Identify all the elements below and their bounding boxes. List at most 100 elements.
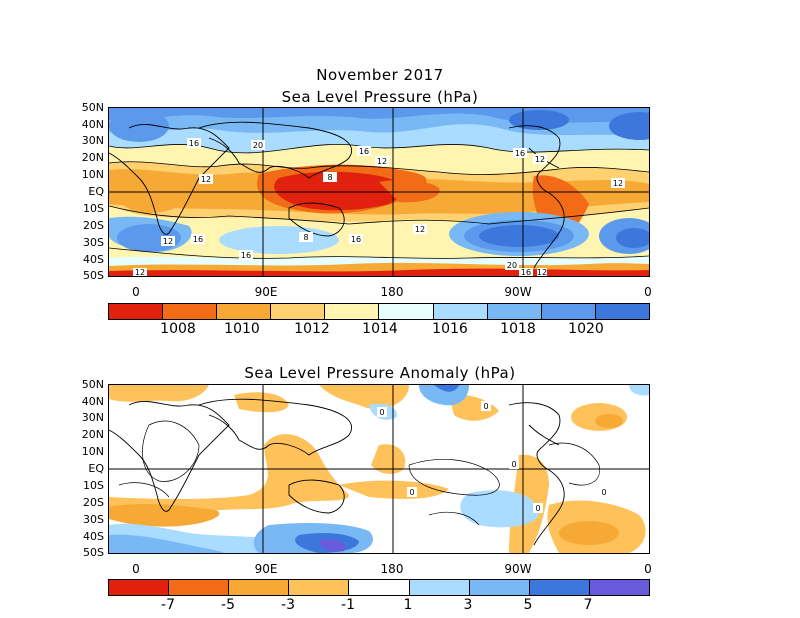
colorbar-label: -5 [221, 597, 235, 613]
svg-text:16: 16 [241, 251, 251, 260]
lat-label: 10N [81, 445, 104, 458]
contour-label: 12 [161, 236, 175, 246]
colorbar-cell [379, 304, 434, 319]
svg-text:0: 0 [535, 504, 540, 513]
contour-label: 12 [611, 178, 625, 188]
contour-label: 16 [349, 234, 363, 244]
colorbar-cell [109, 580, 170, 595]
colorbar-cell [595, 304, 649, 319]
svg-text:0: 0 [379, 408, 384, 417]
lat-label: 20S [83, 219, 104, 232]
lon-label: 90W [504, 562, 532, 576]
lat-label: 20N [81, 151, 104, 164]
lat-label: 40N [81, 118, 104, 131]
colorbar-cell [163, 304, 218, 319]
colorbar-cell [433, 304, 488, 319]
contour-label: 16 [239, 250, 253, 260]
svg-text:12: 12 [535, 155, 545, 164]
svg-text:0: 0 [483, 402, 488, 411]
svg-text:0: 0 [511, 460, 516, 469]
lon-label: 90W [504, 285, 532, 299]
colorbar-label: 1014 [362, 321, 398, 337]
colorbar-label: 3 [463, 597, 473, 613]
contour-label: 8 [323, 172, 337, 182]
slp-colorbar [108, 303, 650, 320]
lat-label: 10N [81, 168, 104, 181]
contour-label: 0 [599, 487, 609, 497]
colorbar-cell [109, 304, 164, 319]
colorbar-cell [289, 580, 350, 595]
colorbar-label: 1012 [294, 321, 330, 337]
svg-text:20: 20 [253, 141, 263, 150]
svg-text:0: 0 [409, 488, 414, 497]
svg-text:8: 8 [303, 233, 308, 242]
lat-label: 40S [83, 253, 104, 266]
contour-label: 20 [251, 140, 265, 150]
lat-label: 40N [81, 395, 104, 408]
lat-label: 50S [83, 269, 104, 282]
contour-label: 16 [191, 234, 205, 244]
colorbar-label: 1016 [432, 321, 468, 337]
lat-label: 30S [83, 236, 104, 249]
colorbar-cell [229, 580, 290, 595]
svg-text:12: 12 [613, 179, 623, 188]
colorbar-label: -1 [341, 597, 355, 613]
contour-label: 0 [377, 407, 387, 417]
svg-text:16: 16 [189, 139, 199, 148]
lat-label: 50S [83, 546, 104, 559]
lat-label: 20S [83, 496, 104, 509]
lon-label: 0 [132, 285, 140, 299]
contour-label: 16 [519, 268, 533, 276]
contour-label: 12 [537, 268, 547, 276]
colorbar-cell [271, 304, 326, 319]
lat-label: EQ [88, 185, 104, 198]
svg-text:12: 12 [201, 175, 211, 184]
colorbar-label: 1018 [500, 321, 536, 337]
contour-label: 12 [133, 268, 147, 276]
lon-label: 0 [644, 285, 652, 299]
contour-label: 20 [505, 260, 519, 270]
colorbar-cell [169, 580, 230, 595]
colorbar-cell [325, 304, 380, 319]
svg-text:16: 16 [515, 149, 525, 158]
anomaly-colorbar [108, 579, 650, 596]
contour-label: 8 [299, 232, 313, 242]
contour-label: 16 [187, 138, 201, 148]
slp-anomaly-map: 0 0 0 0 0 0 [108, 384, 650, 554]
colorbar-label: 1008 [160, 321, 196, 337]
colorbar-cell [349, 580, 410, 595]
contour-label: 16 [357, 146, 371, 156]
slp-map: 16 20 16 12 12 16 12 12 8 12 16 16 8 16 … [108, 107, 650, 277]
svg-text:16: 16 [193, 235, 203, 244]
svg-text:12: 12 [377, 157, 387, 166]
lon-label: 180 [380, 562, 404, 576]
colorbar-label: -7 [161, 597, 175, 613]
lat-label: 10S [83, 479, 104, 492]
svg-text:12: 12 [415, 225, 425, 234]
contour-label: 12 [413, 224, 427, 234]
lat-label: 50N [81, 101, 104, 114]
lon-label: 90E [254, 562, 278, 576]
colorbar-label: 7 [583, 597, 593, 613]
svg-text:12: 12 [537, 268, 547, 276]
colorbar-label: -3 [281, 597, 295, 613]
chart-title-slp: Sea Level Pressure (hPa) [281, 88, 479, 106]
contour-label: 0 [481, 401, 491, 411]
contour-label: 12 [533, 154, 547, 164]
lon-label: 0 [132, 562, 140, 576]
colorbar-cell [541, 304, 596, 319]
colorbar-cell [217, 304, 272, 319]
colorbar-label: 1020 [568, 321, 604, 337]
colorbar-cell [529, 580, 590, 595]
lat-label: 30N [81, 411, 104, 424]
lat-label: 40S [83, 530, 104, 543]
svg-text:20: 20 [507, 261, 517, 270]
lat-label: 30N [81, 134, 104, 147]
colorbar-cell [589, 580, 649, 595]
lon-label: 0 [644, 562, 652, 576]
lat-label: EQ [88, 462, 104, 475]
svg-text:12: 12 [135, 268, 145, 276]
contour-label: 16 [513, 148, 527, 158]
contour-label: 0 [407, 487, 417, 497]
lat-label: 10S [83, 202, 104, 215]
